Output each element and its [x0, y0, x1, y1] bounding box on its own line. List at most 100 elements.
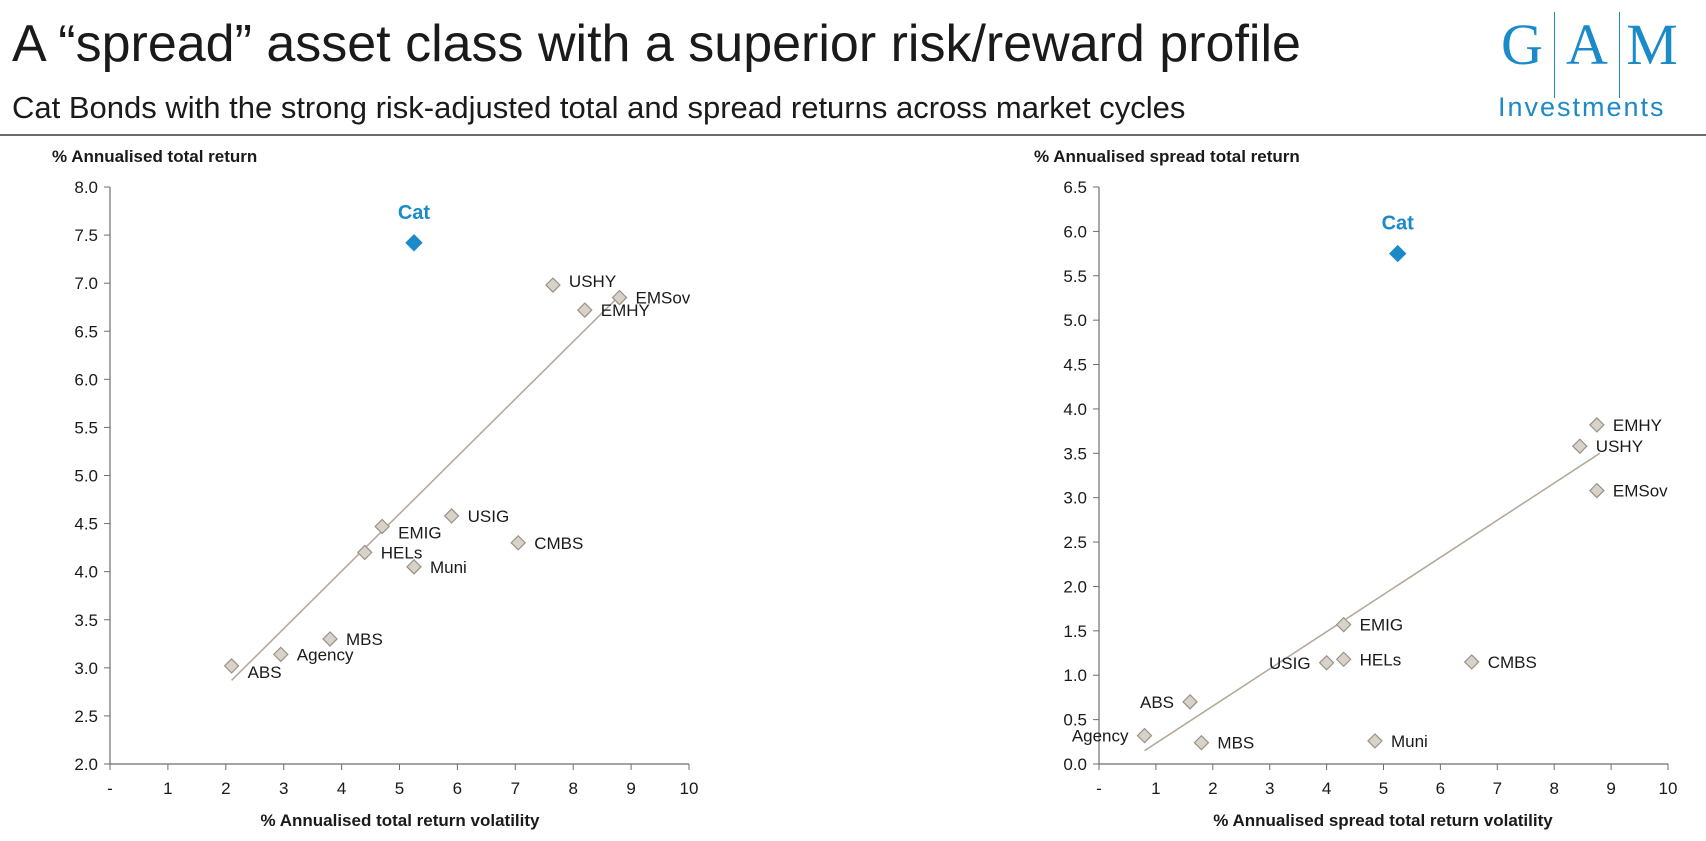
logo-letter-a: A [1566, 12, 1608, 77]
data-point [1318, 654, 1335, 671]
slide-title: A “spread” asset class with a superior r… [12, 15, 1301, 73]
logo-letter-g: G [1501, 12, 1543, 77]
y-tick-label: 4.5 [1063, 356, 1087, 375]
data-point-label: USHY [1596, 437, 1643, 456]
y-tick-label: 6.5 [74, 322, 98, 341]
y-tick-label: 5.0 [74, 467, 98, 486]
x-tick-label: 4 [337, 779, 346, 798]
data-point-label: USIG [1269, 654, 1311, 673]
x-axis-title: % Annualised spread total return volatil… [1213, 811, 1553, 830]
data-point [1335, 616, 1352, 633]
data-point [322, 631, 338, 647]
data-point-label: HELs [1360, 650, 1402, 669]
y-tick-label: 6.0 [1063, 222, 1087, 241]
data-point-label: Muni [430, 558, 467, 577]
data-point [356, 544, 373, 561]
data-point [576, 302, 593, 318]
y-tick-label: 3.5 [1063, 444, 1087, 463]
data-point-label: EMSov [1613, 482, 1668, 501]
data-point [272, 646, 289, 663]
y-axis-title: % Annualised spread total return [1034, 147, 1300, 166]
y-tick-label: 5.5 [1063, 267, 1087, 286]
x-tick-label: 3 [1265, 779, 1274, 798]
data-point-label: Agency [297, 645, 354, 664]
x-tick-label: 9 [626, 779, 635, 798]
logo-subtitle: Investments [1498, 92, 1666, 122]
logo-divider [1619, 12, 1620, 98]
y-tick-label: 0.5 [1063, 711, 1087, 730]
y-tick-label: 2.5 [74, 707, 98, 726]
data-point [374, 518, 390, 535]
data-point-label: Muni [1391, 732, 1428, 751]
data-point-label: MBS [1217, 734, 1254, 753]
y-tick-label: 4.0 [74, 563, 98, 582]
y-tick-label: 8.0 [74, 178, 98, 197]
logo-divider [1554, 12, 1555, 98]
data-point-label: CMBS [1488, 653, 1537, 672]
x-tick-label: 5 [395, 779, 404, 798]
y-tick-label: 4.0 [1063, 400, 1087, 419]
highlight-label: Cat [1382, 213, 1415, 235]
data-point-label: HELs [381, 543, 423, 562]
gam-logo: G A M Investments [1490, 12, 1700, 122]
x-tick-label: 2 [1208, 779, 1217, 798]
chart-2: 0.0 0.5 1.0 1.5 2.0 2.5 3.0 3.5 4.0 4.5 5.0 5.5 6.0 6… [1034, 147, 1677, 830]
y-tick-label: 3.5 [74, 611, 98, 630]
data-point [1367, 733, 1383, 749]
data-point-label: EMIG [1360, 616, 1403, 635]
y-tick-label: 1.0 [1063, 666, 1087, 685]
data-point [611, 289, 628, 306]
trendline [1144, 452, 1601, 752]
data-point-label: EMHY [601, 301, 650, 320]
x-tick-label: 8 [568, 779, 577, 798]
data-point [443, 508, 460, 524]
logo-letters: G A M [1490, 12, 1684, 98]
x-tick-label: - [107, 779, 113, 798]
data-point [1463, 654, 1480, 670]
y-tick-label: 6.5 [1063, 178, 1087, 197]
y-tick-label: 2.5 [1063, 533, 1087, 552]
trendline [231, 292, 623, 681]
x-tick-label: 4 [1322, 779, 1331, 798]
data-point-label: EMHY [1613, 416, 1662, 435]
y-tick-label: 2.0 [1063, 577, 1087, 596]
y-tick-label: 7.5 [74, 226, 98, 245]
y-tick-label: 5.0 [1063, 311, 1087, 330]
y-tick-label: 3.0 [1063, 489, 1087, 508]
data-point [1136, 727, 1153, 744]
data-point-label: CMBS [534, 534, 583, 553]
logo-letter-m: M [1626, 12, 1678, 77]
x-tick-label: 5 [1379, 779, 1388, 798]
x-tick-label: 1 [163, 779, 172, 798]
highlight-label: Cat [398, 202, 431, 224]
x-tick-label: 8 [1549, 779, 1558, 798]
y-tick-label: 5.5 [74, 418, 98, 437]
y-tick-label: 3.0 [74, 659, 98, 678]
y-tick-label: 1.5 [1063, 622, 1087, 641]
data-point [1571, 438, 1588, 455]
y-tick-label: 6.0 [74, 370, 98, 389]
x-tick-label: 10 [1659, 779, 1678, 798]
x-tick-label: 3 [279, 779, 288, 798]
x-tick-label: 6 [1436, 779, 1445, 798]
y-tick-label: 0.0 [1063, 755, 1087, 774]
chart-1: 2.0 2.5 3.0 3.5 4.0 4.5 5.0 5.5 6.0 6.5 7.0 7.5 8.0 -… [52, 147, 698, 830]
data-point-label: USHY [569, 272, 616, 291]
y-axis-title: % Annualised total return [52, 147, 257, 166]
x-tick-label: 2 [221, 779, 230, 798]
y-tick-label: 2.0 [74, 755, 98, 774]
highlight-point [405, 234, 423, 252]
data-point-label: EMIG [398, 523, 441, 542]
data-point [1193, 734, 1210, 751]
data-point [1589, 482, 1605, 499]
y-tick-label: 4.5 [74, 515, 98, 534]
x-tick-label: - [1096, 779, 1102, 798]
data-point [510, 534, 527, 551]
data-point-label: ABS [1140, 693, 1174, 712]
data-point [1589, 417, 1605, 433]
x-tick-label: 6 [453, 779, 462, 798]
data-point [223, 658, 240, 674]
data-point [406, 559, 422, 575]
x-tick-label: 7 [1493, 779, 1502, 798]
